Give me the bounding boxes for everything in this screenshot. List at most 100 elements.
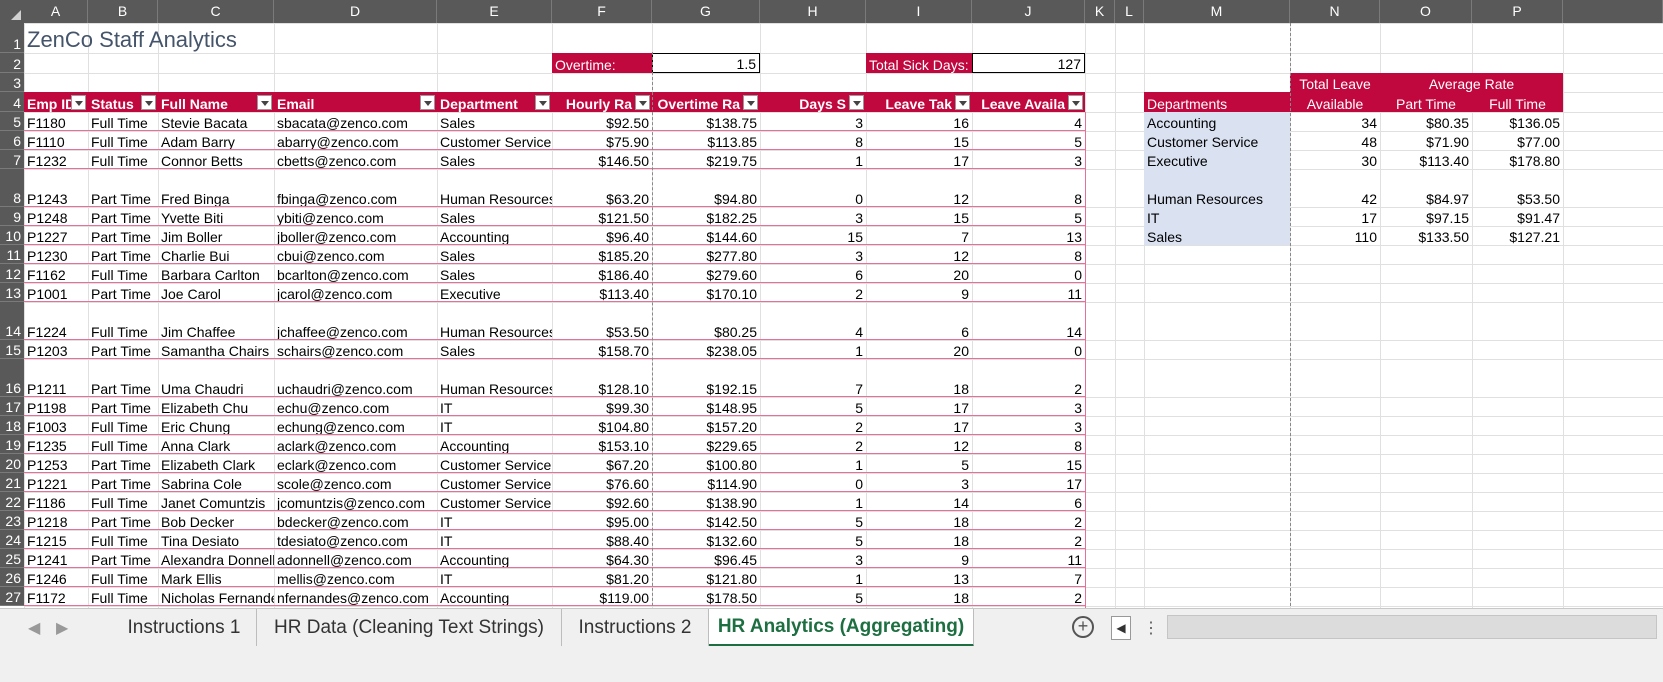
- table-cell[interactable]: 7: [961, 229, 969, 245]
- table-cell[interactable]: $148.95: [706, 400, 757, 416]
- table-cell[interactable]: jcarol@zenco.com: [277, 286, 393, 302]
- table-cell[interactable]: 8: [855, 134, 863, 150]
- summary-header-average-rate[interactable]: Average Rate: [1380, 73, 1563, 92]
- table-cell[interactable]: Customer Service: [440, 476, 552, 492]
- row-header-22[interactable]: 22: [0, 492, 24, 511]
- table-cell[interactable]: Part Time: [91, 191, 151, 207]
- table-cell[interactable]: $92.60: [606, 495, 649, 511]
- table-cell[interactable]: Fred Binga: [161, 191, 230, 207]
- select-all-corner[interactable]: [0, 0, 24, 23]
- sheet-tab-instructions-2[interactable]: Instructions 2: [562, 609, 709, 647]
- table-header-3[interactable]: Email: [274, 92, 437, 112]
- column-header-O[interactable]: O: [1380, 0, 1472, 23]
- table-header-5[interactable]: Hourly Ra: [552, 92, 652, 112]
- summary-department-cell[interactable]: Sales: [1144, 226, 1290, 245]
- table-cell[interactable]: $157.20: [706, 419, 757, 435]
- column-header-G[interactable]: G: [652, 0, 760, 23]
- summary-department-cell[interactable]: Accounting: [1144, 112, 1290, 131]
- row-header-12[interactable]: 12: [0, 264, 24, 283]
- table-cell[interactable]: Joe Carol: [161, 286, 221, 302]
- summary-value-cell[interactable]: 110: [1354, 229, 1377, 245]
- table-cell[interactable]: $121.80: [706, 571, 757, 587]
- table-cell[interactable]: Part Time: [91, 514, 151, 530]
- table-cell[interactable]: Jim Chaffee: [161, 324, 236, 340]
- table-cell[interactable]: 0: [1074, 343, 1082, 359]
- table-cell[interactable]: Part Time: [91, 381, 151, 397]
- table-cell[interactable]: $144.60: [706, 229, 757, 245]
- summary-value-cell[interactable]: $127.21: [1509, 229, 1560, 245]
- table-cell[interactable]: Customer Service: [440, 495, 552, 511]
- table-cell[interactable]: Full Time: [91, 571, 148, 587]
- table-cell[interactable]: P1001: [27, 286, 68, 302]
- table-cell[interactable]: Sales: [440, 267, 476, 283]
- table-cell[interactable]: 0: [855, 191, 863, 207]
- table-cell[interactable]: $100.80: [706, 457, 757, 473]
- table-cell[interactable]: Human Resources: [440, 381, 552, 397]
- summary-department-cell[interactable]: Human Resources: [1144, 169, 1290, 207]
- summary-value-cell[interactable]: 17: [1361, 210, 1377, 226]
- table-cell[interactable]: 4: [855, 324, 863, 340]
- table-cell[interactable]: Janet Comuntzis: [161, 495, 266, 511]
- table-cell[interactable]: Barbara Carlton: [161, 267, 260, 283]
- table-cell[interactable]: Stevie Bacata: [161, 115, 248, 131]
- table-cell[interactable]: Elizabeth Clark: [161, 457, 256, 473]
- summary-value-cell[interactable]: $84.97: [1426, 191, 1469, 207]
- table-cell[interactable]: 5: [961, 457, 969, 473]
- table-cell[interactable]: 13: [1066, 229, 1082, 245]
- sheet-tab-hr-analytics[interactable]: HR Analytics (Aggregating): [709, 609, 974, 647]
- table-cell[interactable]: 12: [953, 191, 969, 207]
- table-cell[interactable]: Sales: [440, 115, 476, 131]
- table-cell[interactable]: P1198: [27, 400, 67, 416]
- summary-value-cell[interactable]: $91.47: [1517, 210, 1560, 226]
- row-header-20[interactable]: 20: [0, 454, 24, 473]
- table-cell[interactable]: 3: [855, 115, 863, 131]
- table-cell[interactable]: Sales: [440, 153, 476, 169]
- summary-header-full-time[interactable]: Full Time: [1472, 92, 1563, 112]
- table-cell[interactable]: Part Time: [91, 457, 151, 473]
- table-cell[interactable]: mellis@zenco.com: [277, 571, 395, 587]
- tab-scroll-left-icon[interactable]: ◀: [28, 620, 41, 637]
- table-cell[interactable]: Full Time: [91, 590, 148, 606]
- table-cell[interactable]: Adam Barry: [161, 134, 235, 150]
- table-cell[interactable]: Part Time: [91, 400, 151, 416]
- table-cell[interactable]: P1221: [27, 476, 68, 492]
- summary-value-cell[interactable]: $178.80: [1509, 153, 1560, 169]
- add-sheet-icon[interactable]: +: [1072, 616, 1094, 638]
- filter-dropdown-icon[interactable]: [535, 95, 550, 110]
- table-cell[interactable]: $96.45: [714, 552, 757, 568]
- table-cell[interactable]: Eric Chung: [161, 419, 231, 435]
- table-cell[interactable]: 11: [1067, 286, 1082, 302]
- filter-dropdown-icon[interactable]: [71, 95, 86, 110]
- table-cell[interactable]: Full Time: [91, 419, 148, 435]
- column-header-D[interactable]: D: [274, 0, 437, 23]
- row-header-9[interactable]: 9: [0, 207, 24, 226]
- table-cell[interactable]: P1243: [27, 191, 68, 207]
- table-cell[interactable]: $96.40: [606, 229, 649, 245]
- table-cell[interactable]: F1235: [27, 438, 67, 454]
- table-cell[interactable]: 9: [961, 552, 969, 568]
- filter-dropdown-icon[interactable]: [420, 95, 435, 110]
- table-header-4[interactable]: Department: [437, 92, 552, 112]
- table-cell[interactable]: $95.00: [606, 514, 649, 530]
- table-cell[interactable]: Uma Chaudri: [161, 381, 244, 397]
- table-cell[interactable]: 3: [1074, 419, 1082, 435]
- table-cell[interactable]: P1241: [27, 552, 68, 568]
- table-cell[interactable]: 2: [855, 419, 863, 435]
- table-cell[interactable]: eclark@zenco.com: [277, 457, 397, 473]
- table-cell[interactable]: 17: [953, 153, 969, 169]
- summary-header-available[interactable]: Available: [1290, 92, 1380, 112]
- table-cell[interactable]: 6: [1074, 495, 1082, 511]
- table-cell[interactable]: $121.50: [598, 210, 649, 226]
- table-cell[interactable]: Part Time: [91, 343, 151, 359]
- table-cell[interactable]: 1: [855, 153, 863, 169]
- filter-dropdown-icon[interactable]: [1068, 95, 1083, 110]
- sheet-tab-hr-data[interactable]: HR Data (Cleaning Text Strings): [257, 609, 562, 647]
- table-header-2[interactable]: Full Name: [158, 92, 274, 112]
- table-cell[interactable]: 17: [953, 419, 969, 435]
- table-cell[interactable]: 1: [855, 495, 863, 511]
- row-header-14[interactable]: 14: [0, 302, 24, 340]
- table-cell[interactable]: Bob Decker: [161, 514, 235, 530]
- table-cell[interactable]: P1230: [27, 248, 68, 264]
- table-cell[interactable]: $64.30: [606, 552, 649, 568]
- table-cell[interactable]: 5: [1074, 210, 1082, 226]
